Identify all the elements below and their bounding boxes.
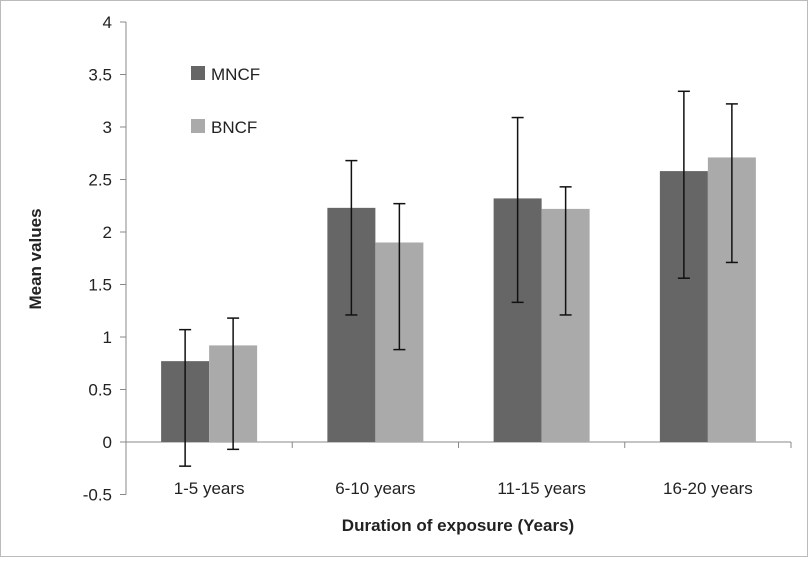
legend-swatch-mncf [191,66,205,80]
y-tick-label: 0.5 [88,381,112,400]
legend-label-bncf: BNCF [211,118,257,137]
y-tick-label: 1.5 [88,276,112,295]
y-tick-label: 4 [103,13,112,32]
y-tick-label: 1 [103,328,112,347]
y-tick-label: -0.5 [83,486,112,505]
x-tick-label: 1-5 years [174,479,245,498]
y-tick-label: 2.5 [88,171,112,190]
y-tick-label: 0 [103,433,112,452]
x-axis-label: Duration of exposure (Years) [342,516,574,535]
y-tick-label: 3.5 [88,66,112,85]
y-tick-label: 3 [103,118,112,137]
x-tick-label: 11-15 years [497,479,586,498]
x-tick-label: 6-10 years [335,479,415,498]
y-tick-label: 2 [103,223,112,242]
legend-label-mncf: MNCF [211,65,260,84]
y-axis-label: Mean values [26,208,45,309]
x-tick-label: 16-20 years [663,479,753,498]
legend-swatch-bncf [191,119,205,133]
